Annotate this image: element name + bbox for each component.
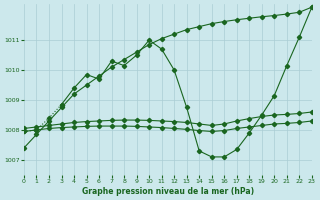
X-axis label: Graphe pression niveau de la mer (hPa): Graphe pression niveau de la mer (hPa) (82, 187, 254, 196)
